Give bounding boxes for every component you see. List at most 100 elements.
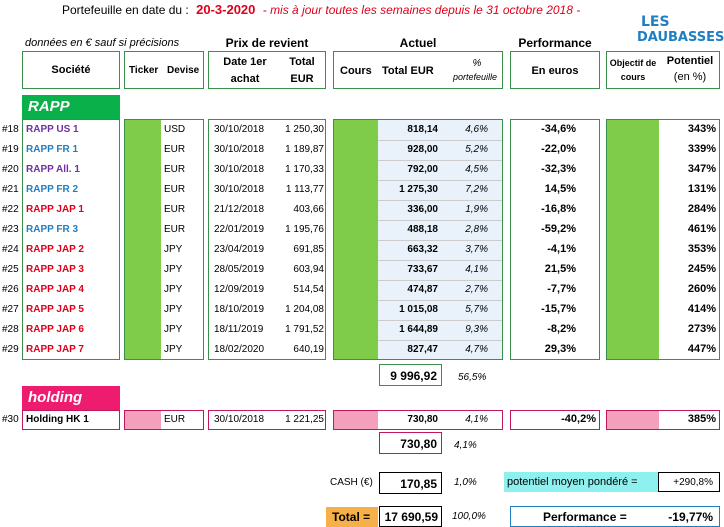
row-potentiel: 339% [687, 143, 716, 155]
potentiel-moyen-label: potentiel moyen pondéré = [507, 476, 638, 488]
rapp-cours-fill [334, 120, 378, 359]
rapp-prix-box [208, 119, 326, 360]
rapp-potentiel-box [606, 119, 720, 360]
row-pct: 4,5% [465, 164, 488, 175]
col-header-ticker-devise: Ticker Devise [124, 51, 204, 89]
row-name: RAPP JAP 4 [26, 284, 84, 295]
row-name: RAPP JAP 3 [26, 264, 84, 275]
row-actuel: 792,00 [407, 164, 438, 175]
holding-actuel-box [333, 410, 503, 430]
header-prix-de-revient: Prix de revient [225, 36, 309, 50]
col-header-objectif-potentiel: Objectif de cours Potentiel (en %) [606, 51, 720, 89]
header-performance: Performance [518, 36, 592, 50]
row-total: 1 113,77 [285, 184, 324, 195]
row-actuel: 1 644,89 [399, 324, 438, 335]
row-id: #27 [2, 304, 19, 315]
row-id: #28 [2, 324, 19, 335]
holding-row-perf: -40,2% [561, 413, 596, 425]
row-devise: EUR [164, 184, 186, 195]
row-pct: 1,9% [465, 204, 488, 215]
row-devise: JPY [164, 344, 183, 355]
cash-value: 170,85 [400, 477, 437, 491]
row-name: RAPP JAP 6 [26, 324, 84, 335]
row-devise: JPY [164, 264, 183, 275]
rapp-total-pct: 56,5% [458, 372, 487, 383]
row-devise: USD [164, 124, 186, 135]
total-value: 17 690,59 [384, 510, 438, 524]
row-date: 22/01/2019 [214, 224, 265, 235]
performance-label: Performance = [543, 510, 627, 524]
row-perf: -34,6% [541, 123, 576, 135]
row-actuel: 663,32 [407, 244, 438, 255]
potentiel-moyen-box: +290,8% [658, 472, 720, 492]
holding-row-devise: EUR [164, 414, 186, 425]
rapp-perf-box [510, 119, 600, 360]
row-total: 1 195,76 [285, 224, 324, 235]
row-date: 18/11/2019 [214, 324, 264, 335]
total-label-box: Total = [326, 507, 378, 527]
holding-row-date: 30/10/2018 [214, 414, 265, 425]
row-actuel: 733,67 [407, 264, 438, 275]
row-pct: 3,7% [465, 244, 488, 255]
holding-ticker-fill [125, 411, 161, 429]
rapp-actuel-box [333, 119, 503, 360]
row-name: RAPP JAP 2 [26, 244, 84, 255]
row-total: 603,94 [293, 264, 324, 275]
performance-value: -19,77% [668, 510, 713, 524]
holding-total-box: 730,80 [379, 432, 442, 454]
performance-box: Performance = -19,77% [510, 506, 720, 527]
row-potentiel: 353% [687, 243, 716, 255]
total-pct: 100,0% [452, 511, 486, 522]
row-actuel: 336,00 [407, 204, 438, 215]
row-name: RAPP US 1 [26, 124, 79, 135]
row-name: RAPP FR 2 [26, 184, 79, 195]
row-separator [378, 140, 502, 141]
row-total: 1 189,87 [285, 144, 324, 155]
row-actuel: 827,47 [407, 344, 438, 355]
row-devise: JPY [164, 324, 183, 335]
row-devise: JPY [164, 244, 183, 255]
col-header-societe: Société [22, 51, 120, 89]
row-potentiel: 273% [687, 323, 716, 335]
row-potentiel: 131% [687, 183, 716, 195]
row-perf: -16,8% [541, 203, 576, 215]
row-date: 30/10/2018 [214, 164, 265, 175]
row-potentiel: 447% [687, 343, 716, 355]
header-actuel: Actuel [399, 36, 437, 50]
row-name: RAPP JAP 7 [26, 344, 84, 355]
row-perf: -32,3% [541, 163, 576, 175]
row-devise: EUR [164, 164, 186, 175]
row-potentiel: 245% [687, 263, 716, 275]
row-separator [378, 180, 502, 181]
holding-total-pct: 4,1% [454, 440, 477, 451]
row-perf: -8,2% [547, 323, 576, 335]
row-separator [378, 200, 502, 201]
row-id: #20 [2, 164, 19, 175]
row-name: RAPP JAP 5 [26, 304, 84, 315]
row-actuel: 818,14 [407, 124, 438, 135]
row-id: #18 [2, 124, 19, 135]
row-perf: -4,1% [547, 243, 576, 255]
row-date: 30/10/2018 [214, 124, 265, 135]
row-devise: EUR [164, 204, 186, 215]
row-potentiel: 343% [687, 123, 716, 135]
row-date: 30/10/2018 [214, 184, 265, 195]
row-perf: -59,2% [541, 223, 576, 235]
row-pct: 9,3% [465, 324, 488, 335]
row-id: #26 [2, 284, 19, 295]
row-total: 1 204,08 [285, 304, 324, 315]
row-separator [378, 320, 502, 321]
section-holding: holding [22, 386, 120, 410]
row-separator [378, 240, 502, 241]
row-date: 23/04/2019 [214, 244, 265, 255]
row-pct: 4,1% [465, 264, 488, 275]
row-id: #23 [2, 224, 19, 235]
row-name: RAPP JAP 1 [26, 204, 84, 215]
holding-row-actuel: 730,80 [407, 414, 438, 425]
row-total: 1 250,30 [285, 124, 324, 135]
row-id: #24 [2, 244, 19, 255]
row-pct: 2,8% [465, 224, 488, 235]
holding-row-pct: 4,1% [465, 414, 488, 425]
holding-objectif-fill [607, 411, 659, 429]
row-name: RAPP All. 1 [26, 164, 80, 175]
